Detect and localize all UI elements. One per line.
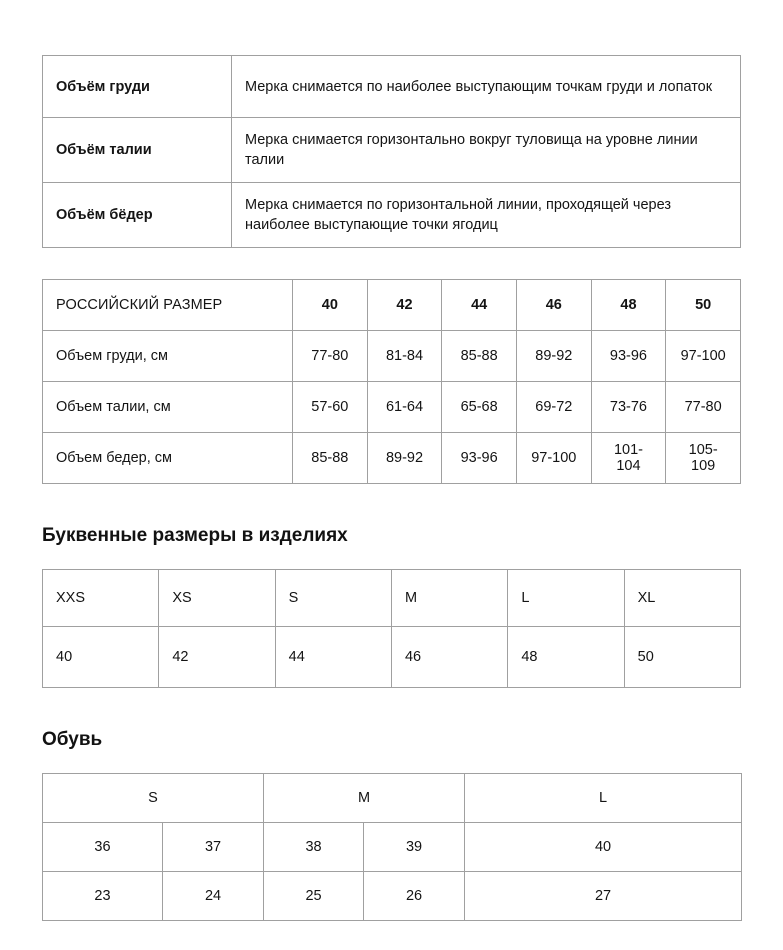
shoe-eu-size-cell: 37 <box>161 822 265 872</box>
measurement-value-cell: 101-104 <box>590 432 667 484</box>
shoe-eu-size-cell: 39 <box>363 822 466 872</box>
shoe-cm-size-cell: 26 <box>363 871 466 921</box>
table-row: Объём талии Мерка снимается горизонтальн… <box>42 117 741 183</box>
table-header-row: XXS XS S M L XL <box>41 569 742 627</box>
russian-size-table-head: РОССИЙСКИЙ РАЗМЕР 40 42 44 46 48 50 <box>42 279 741 331</box>
shoe-cm-size-cell: 23 <box>42 871 163 921</box>
table-row: Объём груди Мерка снимается по наиболее … <box>42 55 741 118</box>
table-row: 23 24 25 26 27 <box>42 871 743 921</box>
letter-size-cell: XL <box>623 569 742 627</box>
letter-size-cell: M <box>390 569 509 627</box>
size-column-header: 46 <box>515 279 592 331</box>
measurement-value-cell: 97-100 <box>665 330 741 382</box>
letter-sizes-heading: Буквенные размеры в изделиях <box>42 525 348 546</box>
shoe-size-table-body: S M L 36 37 38 39 40 23 24 25 26 27 <box>41 773 743 921</box>
shoe-cm-size-cell: 24 <box>161 871 265 921</box>
shoe-group-header: M <box>263 773 466 823</box>
letter-size-cell: XXS <box>41 569 160 627</box>
measurement-label-cell: Объём бёдер <box>42 182 232 248</box>
numeric-size-cell: 44 <box>274 626 392 688</box>
measurement-value-cell: 89-92 <box>515 330 592 382</box>
measurement-value-cell: 85-88 <box>292 432 368 484</box>
shoe-group-header: S <box>41 773 265 823</box>
measurement-row-label: Объем талии, см <box>42 381 293 433</box>
russian-size-table-body: Объем груди, см 77-80 81-84 85-88 89-92 … <box>42 330 741 484</box>
size-column-header: 42 <box>366 279 443 331</box>
shoe-eu-size-cell: 40 <box>464 822 743 872</box>
russian-size-header-label: РОССИЙСКИЙ РАЗМЕР <box>42 279 293 331</box>
shoe-group-header: L <box>464 773 743 823</box>
measurement-value-cell: 93-96 <box>590 330 667 382</box>
table-row: Объём бёдер Мерка снимается по горизонта… <box>42 182 741 248</box>
table-header-row: S M L <box>41 773 743 823</box>
measurement-description-cell: Мерка снимается горизонтально вокруг тул… <box>231 117 741 183</box>
table-row: Объем груди, см 77-80 81-84 85-88 89-92 … <box>42 330 741 382</box>
numeric-size-cell: 50 <box>623 626 742 688</box>
measurement-row-label: Объем груди, см <box>42 330 293 382</box>
numeric-size-cell: 48 <box>507 626 625 688</box>
shoes-heading: Обувь <box>42 729 103 750</box>
table-row: 40 42 44 46 48 50 <box>41 626 742 688</box>
letter-size-cell: L <box>507 569 625 627</box>
measurement-definitions-table: Объём груди Мерка снимается по наиболее … <box>42 55 741 248</box>
size-chart-page: Объём груди Мерка снимается по наиболее … <box>41 0 743 921</box>
letter-size-cell: S <box>274 569 392 627</box>
shoe-cm-size-cell: 25 <box>263 871 365 921</box>
measurement-label-cell: Объём груди <box>42 55 232 118</box>
measurement-value-cell: 77-80 <box>665 381 741 433</box>
shoe-size-table: S M L 36 37 38 39 40 23 24 25 26 27 <box>41 773 743 921</box>
measurement-value-cell: 105-109 <box>665 432 741 484</box>
shoe-cm-size-cell: 27 <box>464 871 743 921</box>
measurement-value-cell: 77-80 <box>292 330 368 382</box>
measurement-value-cell: 81-84 <box>366 330 443 382</box>
measurement-value-cell: 65-68 <box>441 381 517 433</box>
table-row: Объем бедер, см 85-88 89-92 93-96 97-100… <box>42 432 741 484</box>
measurement-value-cell: 69-72 <box>515 381 592 433</box>
measurement-value-cell: 89-92 <box>366 432 443 484</box>
measurement-definitions-body: Объём груди Мерка снимается по наиболее … <box>42 55 741 248</box>
table-header-row: РОССИЙСКИЙ РАЗМЕР 40 42 44 46 48 50 <box>42 279 741 331</box>
letter-size-table: XXS XS S M L XL 40 42 44 46 48 50 <box>41 569 742 688</box>
table-row: 36 37 38 39 40 <box>42 822 743 872</box>
measurement-description-cell: Мерка снимается по наиболее выступающим … <box>231 55 741 118</box>
measurement-value-cell: 57-60 <box>292 381 368 433</box>
size-column-header: 48 <box>590 279 667 331</box>
measurement-value-cell: 97-100 <box>515 432 592 484</box>
shoe-eu-size-cell: 38 <box>263 822 365 872</box>
letter-size-table-body: XXS XS S M L XL 40 42 44 46 48 50 <box>41 569 742 688</box>
size-column-header: 44 <box>441 279 517 331</box>
russian-size-table: РОССИЙСКИЙ РАЗМЕР 40 42 44 46 48 50 Объе… <box>42 279 741 484</box>
table-row: Объем талии, см 57-60 61-64 65-68 69-72 … <box>42 381 741 433</box>
numeric-size-cell: 40 <box>41 626 160 688</box>
measurement-value-cell: 85-88 <box>441 330 517 382</box>
numeric-size-cell: 46 <box>390 626 509 688</box>
numeric-size-cell: 42 <box>158 626 276 688</box>
size-column-header: 40 <box>292 279 368 331</box>
measurement-value-cell: 93-96 <box>441 432 517 484</box>
measurement-value-cell: 73-76 <box>590 381 667 433</box>
letter-size-cell: XS <box>158 569 276 627</box>
measurement-value-cell: 61-64 <box>366 381 443 433</box>
measurement-description-cell: Мерка снимается по горизонтальной линии,… <box>231 182 741 248</box>
shoe-eu-size-cell: 36 <box>42 822 163 872</box>
measurement-label-cell: Объём талии <box>42 117 232 183</box>
size-column-header: 50 <box>665 279 741 331</box>
measurement-row-label: Объем бедер, см <box>42 432 293 484</box>
